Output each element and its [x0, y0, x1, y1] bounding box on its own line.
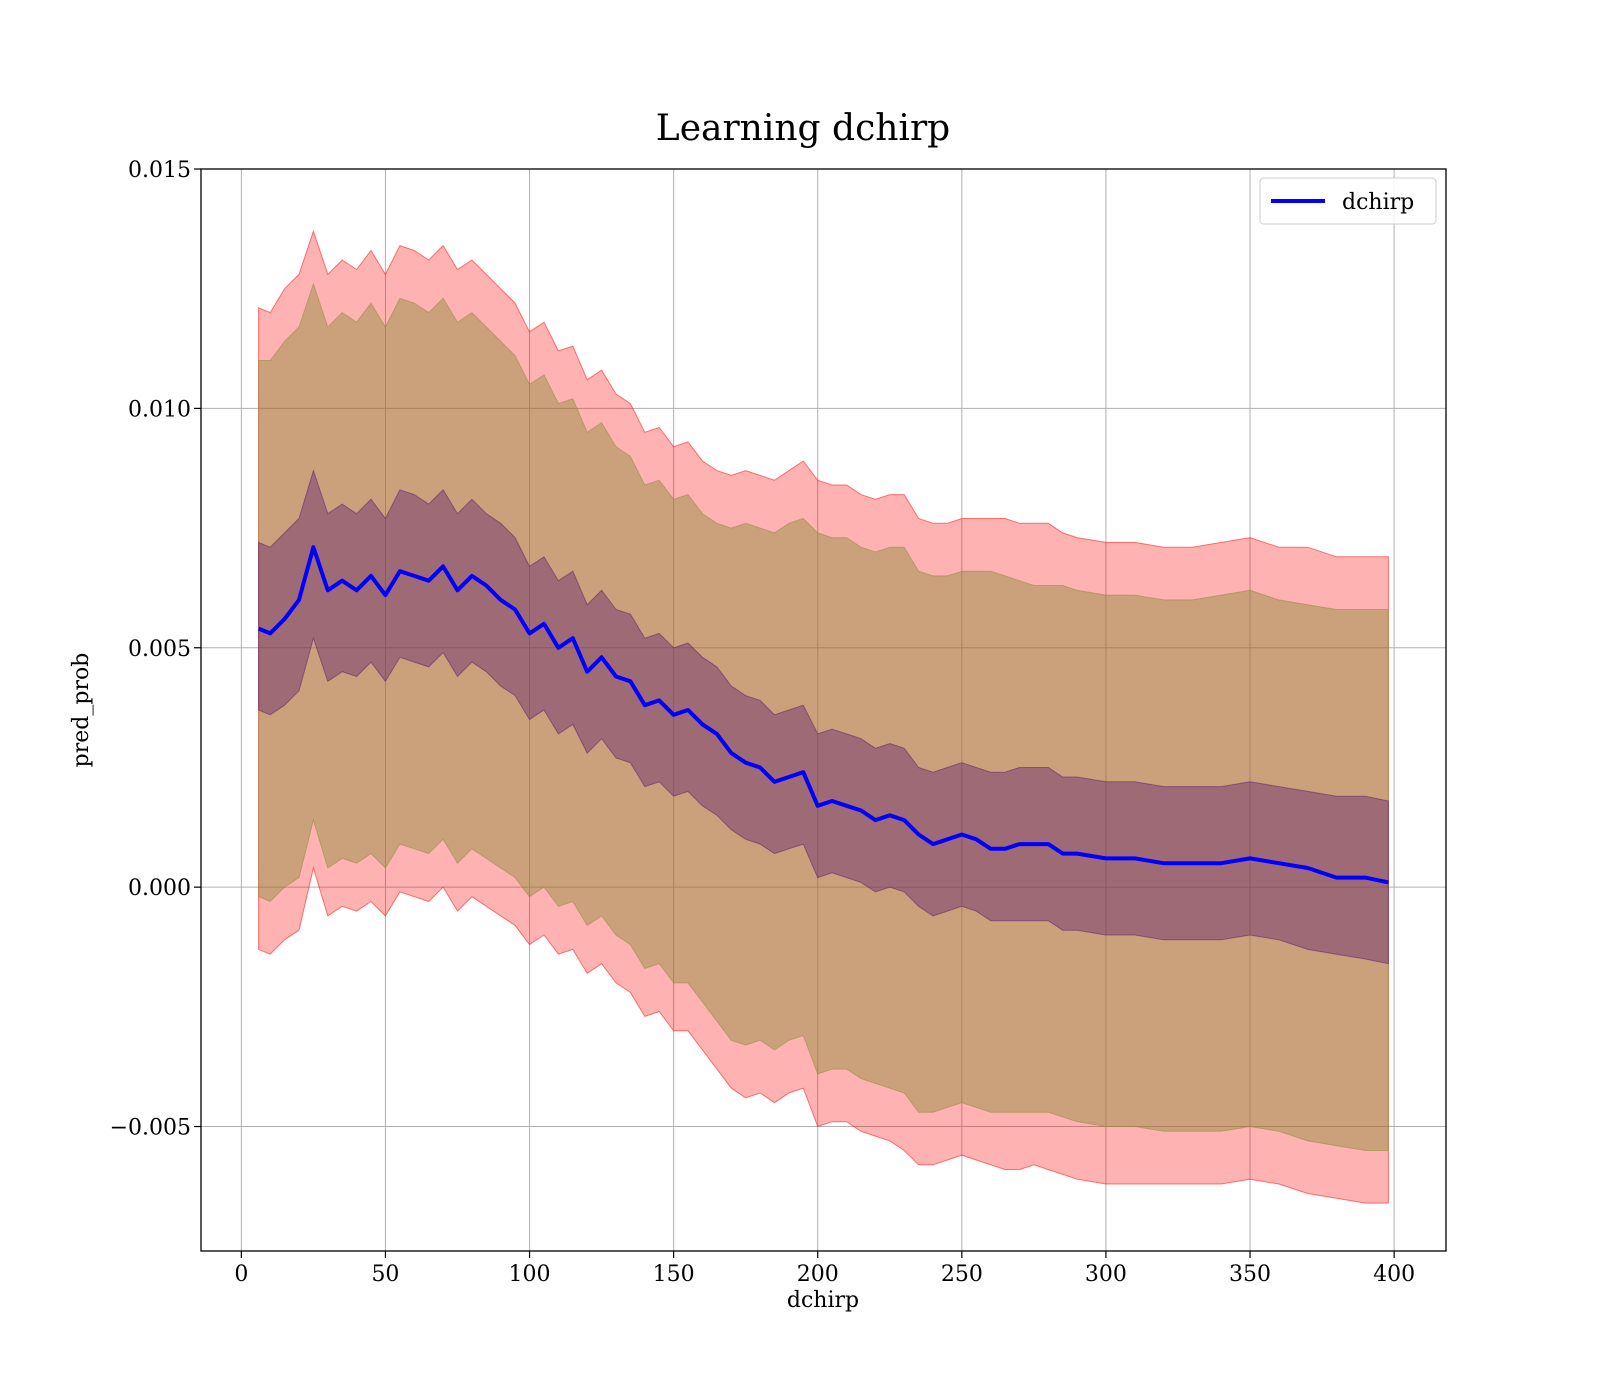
confidence-bands	[258, 229, 1389, 1204]
legend-box	[1259, 177, 1437, 225]
y-tick-label-0: −0.005	[110, 1116, 191, 1141]
plot-frame	[200, 168, 1447, 1252]
x-tick-label-2: 100	[509, 1262, 551, 1287]
x-tick-label-3: 150	[653, 1262, 695, 1287]
band-outer	[258, 229, 1389, 1204]
x-axis-ticks: 0 50 100 150 200 250 300 350 400	[234, 1251, 1415, 1287]
y-tick-label-3: 0.010	[128, 397, 191, 422]
x-tick-label-7: 350	[1229, 1262, 1271, 1287]
y-axis-ticks: −0.005 0.000 0.005 0.010 0.015	[110, 158, 201, 1141]
x-tick-label-6: 300	[1085, 1262, 1127, 1287]
plot-background	[201, 169, 1446, 1251]
x-tick-label-0: 0	[234, 1262, 248, 1287]
y-axis-label: pred_prob	[69, 653, 94, 768]
x-tick-label-5: 250	[941, 1262, 983, 1287]
series-lines	[257, 545, 1389, 885]
y-tick-label-4: 0.015	[128, 158, 191, 183]
band-middle	[258, 282, 1389, 1151]
band-inner	[258, 468, 1389, 965]
chart-title: Learning dchirp	[656, 108, 950, 149]
y-tick-label-2: 0.005	[128, 637, 191, 662]
x-tick-label-4: 200	[797, 1262, 839, 1287]
x-tick-label-8: 400	[1373, 1262, 1415, 1287]
series-line-0	[257, 545, 1389, 885]
legend: dchirp	[1259, 177, 1437, 225]
plot-area	[200, 168, 1447, 1252]
x-axis-label: dchirp	[787, 1288, 859, 1313]
grid	[201, 168, 1446, 1251]
legend-label-dchirp: dchirp	[1342, 190, 1414, 215]
y-tick-label-1: 0.000	[128, 876, 191, 901]
x-tick-label-1: 50	[371, 1262, 399, 1287]
